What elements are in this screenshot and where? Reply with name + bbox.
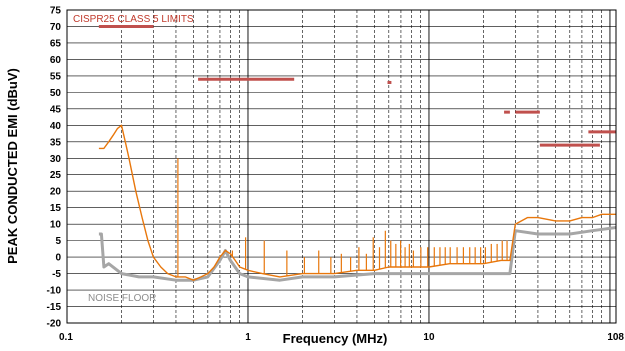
tick-labels: -20 -15 -10 -5 0 5 10 15 20 25 30 35 40 45 50 55 60 65 70 7… <box>47 6 625 344</box>
emi-measurement-line <box>98 124 616 281</box>
data-series <box>98 24 617 282</box>
y-tick-label: 25 <box>50 170 62 181</box>
x-tick-label: 0.1 <box>59 332 73 343</box>
y-tick-label: -10 <box>47 286 62 297</box>
plot-frame <box>66 9 617 324</box>
y-tick-label: 70 <box>50 22 62 33</box>
y-tick-label: 50 <box>50 88 62 99</box>
y-tick-label: 0 <box>55 253 61 264</box>
y-tick-label: 60 <box>50 55 62 66</box>
y-tick-label: -15 <box>47 302 62 313</box>
noise-floor-annotation: NOISE FLOOR <box>88 293 156 304</box>
y-tick-label: -20 <box>47 319 62 330</box>
y-axis-title: PEAK CONDUCTED EMI (dBuV) <box>5 68 20 264</box>
grid-lines <box>67 9 616 324</box>
y-tick-label: 35 <box>50 137 62 148</box>
y-tick-label: -5 <box>52 269 61 280</box>
limits-annotation: CISPR25 CLASS 5 LIMITS <box>73 14 194 25</box>
x-tick-label: 108 <box>607 332 624 343</box>
y-tick-label: 30 <box>50 154 62 165</box>
y-tick-label: 45 <box>50 104 62 115</box>
noise-floor-line <box>98 226 617 282</box>
y-tick-label: 5 <box>55 236 61 247</box>
y-tick-label: 75 <box>50 6 62 17</box>
x-tick-label: 1 <box>245 332 251 343</box>
y-tick-label: 20 <box>50 187 62 198</box>
x-axis-title: Frequency (MHz) <box>283 331 388 346</box>
x-tick-label: 10 <box>423 332 435 343</box>
y-tick-label: 55 <box>50 71 62 82</box>
y-tick-label: 40 <box>50 121 62 132</box>
y-tick-label: 10 <box>50 220 62 231</box>
y-tick-label: 15 <box>50 203 62 214</box>
y-tick-label: 65 <box>50 38 62 49</box>
